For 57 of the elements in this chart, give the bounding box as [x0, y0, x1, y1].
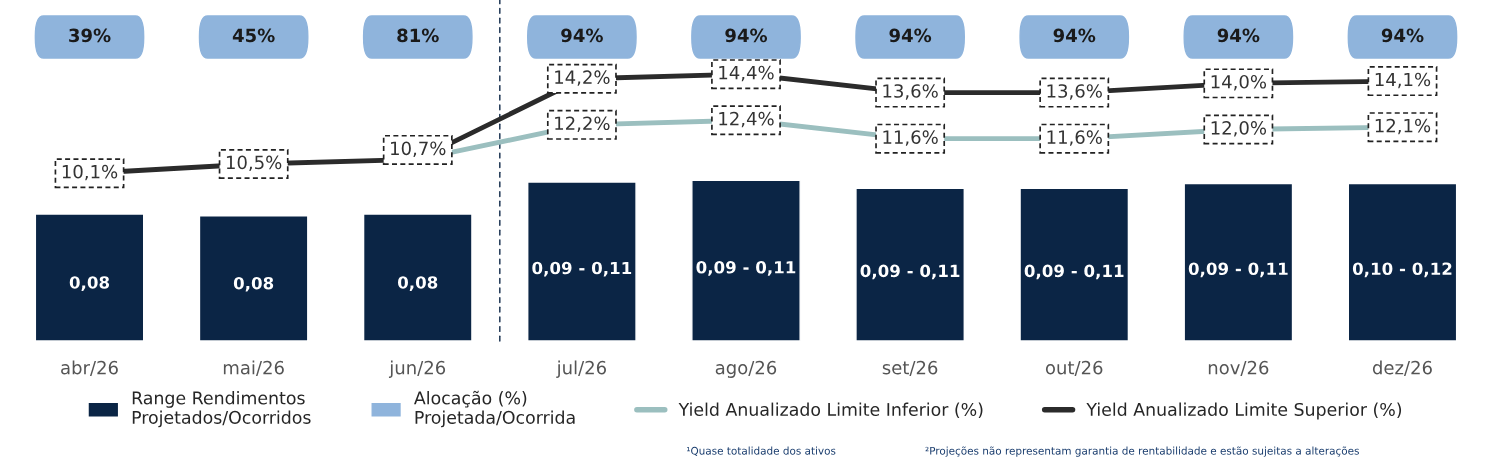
bar — [34, 213, 145, 342]
bar — [527, 181, 637, 342]
annotation: 0,09 - 0,11 — [696, 260, 796, 276]
data-label: 14,4% — [719, 65, 774, 82]
data-label: 12,1% — [1375, 118, 1431, 135]
text: ²Projeções não representam garantia de rentabilidade e estão sujeitas a alterações — [925, 446, 1359, 457]
annotation: 0,08 — [233, 276, 274, 292]
text: Range Rendimentos Projetados/Ocorridos — [132, 391, 311, 428]
legend-label: Alocação (%) Projetada/Ocorrida — [414, 390, 575, 428]
data-label: 94% — [725, 28, 768, 43]
data-label: 13,6% — [1047, 84, 1102, 100]
data-label: 14,0% — [1211, 74, 1267, 91]
data-label: 10,1% — [62, 164, 118, 181]
x-tick-label: jun/26 — [388, 360, 446, 378]
data-label: 94% — [889, 28, 932, 43]
data-label: 12,2% — [555, 116, 610, 132]
data-label: 81% — [397, 28, 439, 43]
x-tick-label: out/26 — [1045, 360, 1103, 376]
legend-label: Yield Anualizado Limite Superior (%) — [1086, 402, 1402, 420]
data-label: 12,4% — [719, 111, 774, 128]
annotation: 0,08 — [69, 276, 110, 291]
data-label: 13,6% — [883, 84, 938, 100]
x-tick-label: ago/26 — [715, 360, 777, 378]
bar — [1183, 182, 1294, 342]
x-tick-label: jul/26 — [556, 360, 607, 378]
bar — [362, 213, 473, 342]
bar — [855, 187, 965, 342]
x-tick-label: dez/26 — [1372, 360, 1432, 376]
data-label: 11,6% — [1047, 130, 1102, 146]
annotation: 0,10 - 0,12 — [1352, 262, 1452, 278]
x-tick-label: mai/26 — [223, 360, 284, 376]
bar — [1019, 187, 1130, 342]
data-label: 10,7% — [391, 141, 446, 157]
legend-label: Yield Anualizado Limite Inferior (%) — [678, 402, 983, 419]
data-label: 14,2% — [555, 70, 610, 86]
data-label: 94% — [1217, 28, 1260, 43]
annotation: 0,09 - 0,11 — [1024, 264, 1124, 280]
data-label: 10,5% — [226, 155, 282, 172]
data-label: 39% — [69, 28, 111, 43]
data-label: 14,1% — [1375, 72, 1431, 89]
annotation: 0,08 — [398, 276, 438, 291]
data-label: 12,0% — [1211, 121, 1267, 137]
data-label: 45% — [232, 28, 275, 43]
x-tick-label: set/26 — [882, 360, 938, 376]
data-label: 94% — [561, 28, 603, 43]
data-label: 11,6% — [883, 130, 938, 146]
bar — [1347, 182, 1458, 342]
bar — [198, 215, 309, 342]
data-label: 94% — [1053, 28, 1096, 43]
data-label: 94% — [1381, 28, 1424, 43]
bar — [691, 179, 801, 342]
annotation: 0,09 - 0,11 — [532, 261, 632, 277]
annotation: 0,09 - 0,11 — [860, 264, 960, 280]
x-tick-label: abr/26 — [61, 360, 118, 376]
text: ¹Quase totalidade dos ativos — [687, 446, 836, 456]
x-tick-label: nov/26 — [1208, 360, 1269, 376]
annotation: 0,09 - 0,11 — [1188, 262, 1288, 278]
